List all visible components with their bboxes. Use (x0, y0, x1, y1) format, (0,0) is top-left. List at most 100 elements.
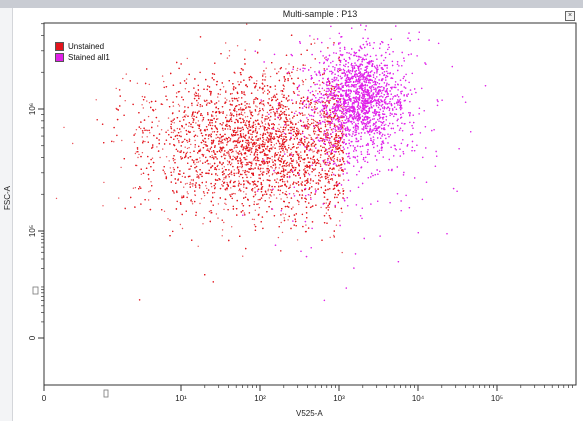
data-point (254, 194, 256, 196)
close-icon[interactable]: × (565, 11, 575, 21)
data-point (102, 205, 104, 207)
data-point (221, 180, 224, 182)
data-point (333, 234, 335, 237)
data-point (310, 66, 312, 69)
data-point (215, 156, 217, 158)
data-point (244, 173, 247, 176)
data-point (255, 139, 257, 141)
data-point (225, 203, 227, 206)
data-point (242, 133, 245, 135)
data-point (228, 155, 230, 157)
data-point (218, 137, 220, 139)
data-point (231, 162, 233, 164)
data-point (281, 104, 283, 106)
data-point (151, 157, 154, 159)
data-point (294, 182, 297, 184)
data-point (181, 175, 184, 178)
data-point (226, 99, 228, 101)
data-point (197, 102, 199, 104)
data-point (253, 152, 256, 154)
data-point (233, 169, 235, 171)
data-point (228, 151, 230, 153)
data-point (177, 103, 180, 106)
data-point (182, 116, 184, 119)
data-point (222, 129, 224, 131)
data-point (188, 125, 190, 127)
data-point (181, 195, 183, 197)
data-point (211, 150, 213, 153)
data-point (254, 159, 257, 162)
left-gutter (0, 8, 13, 421)
data-point (210, 114, 213, 116)
data-point (141, 152, 144, 154)
data-point (248, 161, 250, 163)
data-point (193, 93, 196, 96)
data-point (286, 164, 289, 167)
data-point (225, 90, 227, 92)
data-point (333, 154, 336, 156)
data-point (173, 191, 175, 193)
data-point (237, 138, 239, 141)
data-point (223, 221, 225, 224)
data-point (262, 89, 264, 91)
data-point (307, 137, 309, 139)
data-point (335, 148, 337, 151)
data-point (314, 130, 317, 133)
data-point (332, 112, 335, 115)
data-point (286, 106, 288, 108)
data-point (309, 134, 311, 137)
data-point (268, 140, 270, 142)
data-point (239, 108, 241, 110)
data-point (313, 150, 315, 152)
data-point (256, 151, 258, 154)
data-point (323, 89, 326, 92)
data-point (217, 217, 219, 219)
data-point (305, 137, 308, 139)
data-point (242, 161, 244, 163)
data-point (325, 212, 328, 214)
data-point (310, 136, 312, 139)
data-point (251, 161, 253, 163)
data-point (199, 202, 201, 205)
data-point (217, 203, 220, 205)
data-point (270, 195, 272, 197)
data-point (280, 221, 282, 224)
data-point (259, 174, 261, 176)
data-point (293, 193, 295, 195)
data-point (275, 142, 278, 145)
data-point (181, 157, 184, 160)
data-point (317, 112, 319, 114)
data-point (239, 136, 241, 138)
data-point (242, 255, 244, 257)
data-point (211, 124, 214, 127)
data-point (189, 181, 191, 184)
data-point (186, 182, 188, 185)
data-point (156, 146, 158, 148)
data-point (324, 148, 327, 150)
data-point (205, 185, 207, 187)
data-point (280, 126, 282, 128)
data-point (258, 163, 261, 166)
data-point (187, 193, 189, 195)
data-point (312, 122, 315, 124)
data-point (283, 217, 285, 219)
data-point (120, 166, 122, 169)
data-point (230, 179, 232, 182)
data-point (199, 157, 201, 159)
data-point (182, 140, 184, 143)
data-point (235, 150, 237, 152)
data-point (146, 129, 149, 132)
data-point (163, 80, 165, 83)
series-unstained (55, 23, 345, 301)
data-point (272, 146, 274, 148)
data-point (302, 83, 304, 86)
data-point (147, 199, 150, 201)
data-point (253, 99, 255, 101)
data-point (339, 167, 341, 169)
data-point (333, 158, 336, 160)
data-point (337, 130, 339, 133)
data-point (289, 162, 292, 164)
data-point (251, 127, 253, 129)
data-point (297, 121, 300, 124)
data-point (277, 127, 279, 130)
